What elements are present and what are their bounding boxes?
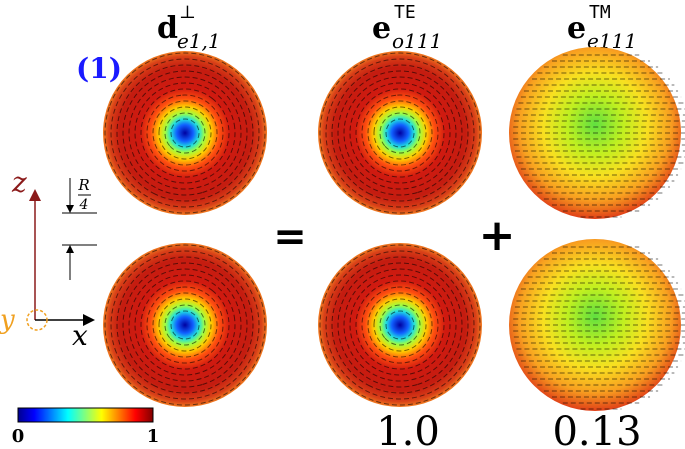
field-arrows [152,292,218,358]
field-arrows [361,286,439,364]
panel-label: (1) [76,52,122,85]
field-arrows [134,82,236,184]
x-label: x [72,319,88,352]
field-arrows [349,274,451,376]
field-arrows [331,256,469,394]
field-arrows [146,94,224,172]
coefficient: 0.13 [552,409,641,449]
field-arrows [367,100,433,166]
field-arrows [355,88,445,178]
field-arrows [337,262,463,388]
field-disc [103,51,267,215]
field-arrows [104,52,266,214]
coefficient: 1.0 [376,409,440,449]
field-arrows [134,274,236,376]
field-arrows [146,286,224,364]
field-arrows [110,250,260,400]
field-arrows [104,244,266,406]
field-arrows [116,64,254,202]
header-base: d [157,11,178,46]
field-arrows [367,292,433,358]
field-arrows [349,82,451,184]
field-arrows [385,310,415,340]
scale-denominator: 4 [79,197,89,213]
colorbar [17,407,154,423]
field-arrows [122,262,248,388]
field-arrows [170,118,200,148]
field-arrows [319,244,481,406]
field-arrows [140,280,230,370]
field-arrows [373,298,427,352]
y-axis-marker [26,309,48,331]
field-arrows [164,112,206,154]
field-arrows [325,58,475,208]
field-arrows [343,76,457,190]
header-sub: e1,1 [177,29,221,53]
equals-sign: = [273,214,307,260]
field-disc [103,243,267,407]
scale-numerator: R [77,176,89,194]
header-sup: ⊥ [179,2,196,23]
field-arrows [385,118,415,148]
field-arrows [373,106,427,160]
field-arrows [343,268,457,382]
field-arrows [158,298,212,352]
field-arrows [170,310,200,340]
header-sub: o111 [392,29,442,53]
plus-sign: + [479,210,516,261]
field-arrows [319,52,481,214]
field-arrows [164,304,206,346]
header-base: e [567,11,586,46]
field-arrows [128,76,242,190]
field-arrows [152,100,218,166]
field-arrows [355,280,445,370]
field-arrows [122,70,248,196]
field-arrows [110,58,260,208]
field-arrows [325,250,475,400]
header-sup: TE [394,2,416,23]
field-arrows [331,64,469,202]
colorbar-max: 1 [147,426,160,447]
field-arrows [379,112,421,154]
field-arrows [337,70,463,196]
header-base: e [372,11,391,46]
z-label: z [11,166,27,199]
field-arrows [379,304,421,346]
field-arrows [140,88,230,178]
field-arrows [116,256,254,394]
y-label: y [0,305,15,335]
colorbar-min: 0 [12,426,25,447]
field-arrows [158,106,212,160]
field-arrows [128,268,242,382]
header-sup: TM [589,2,611,23]
field-disc [318,51,482,215]
field-disc [318,243,482,407]
